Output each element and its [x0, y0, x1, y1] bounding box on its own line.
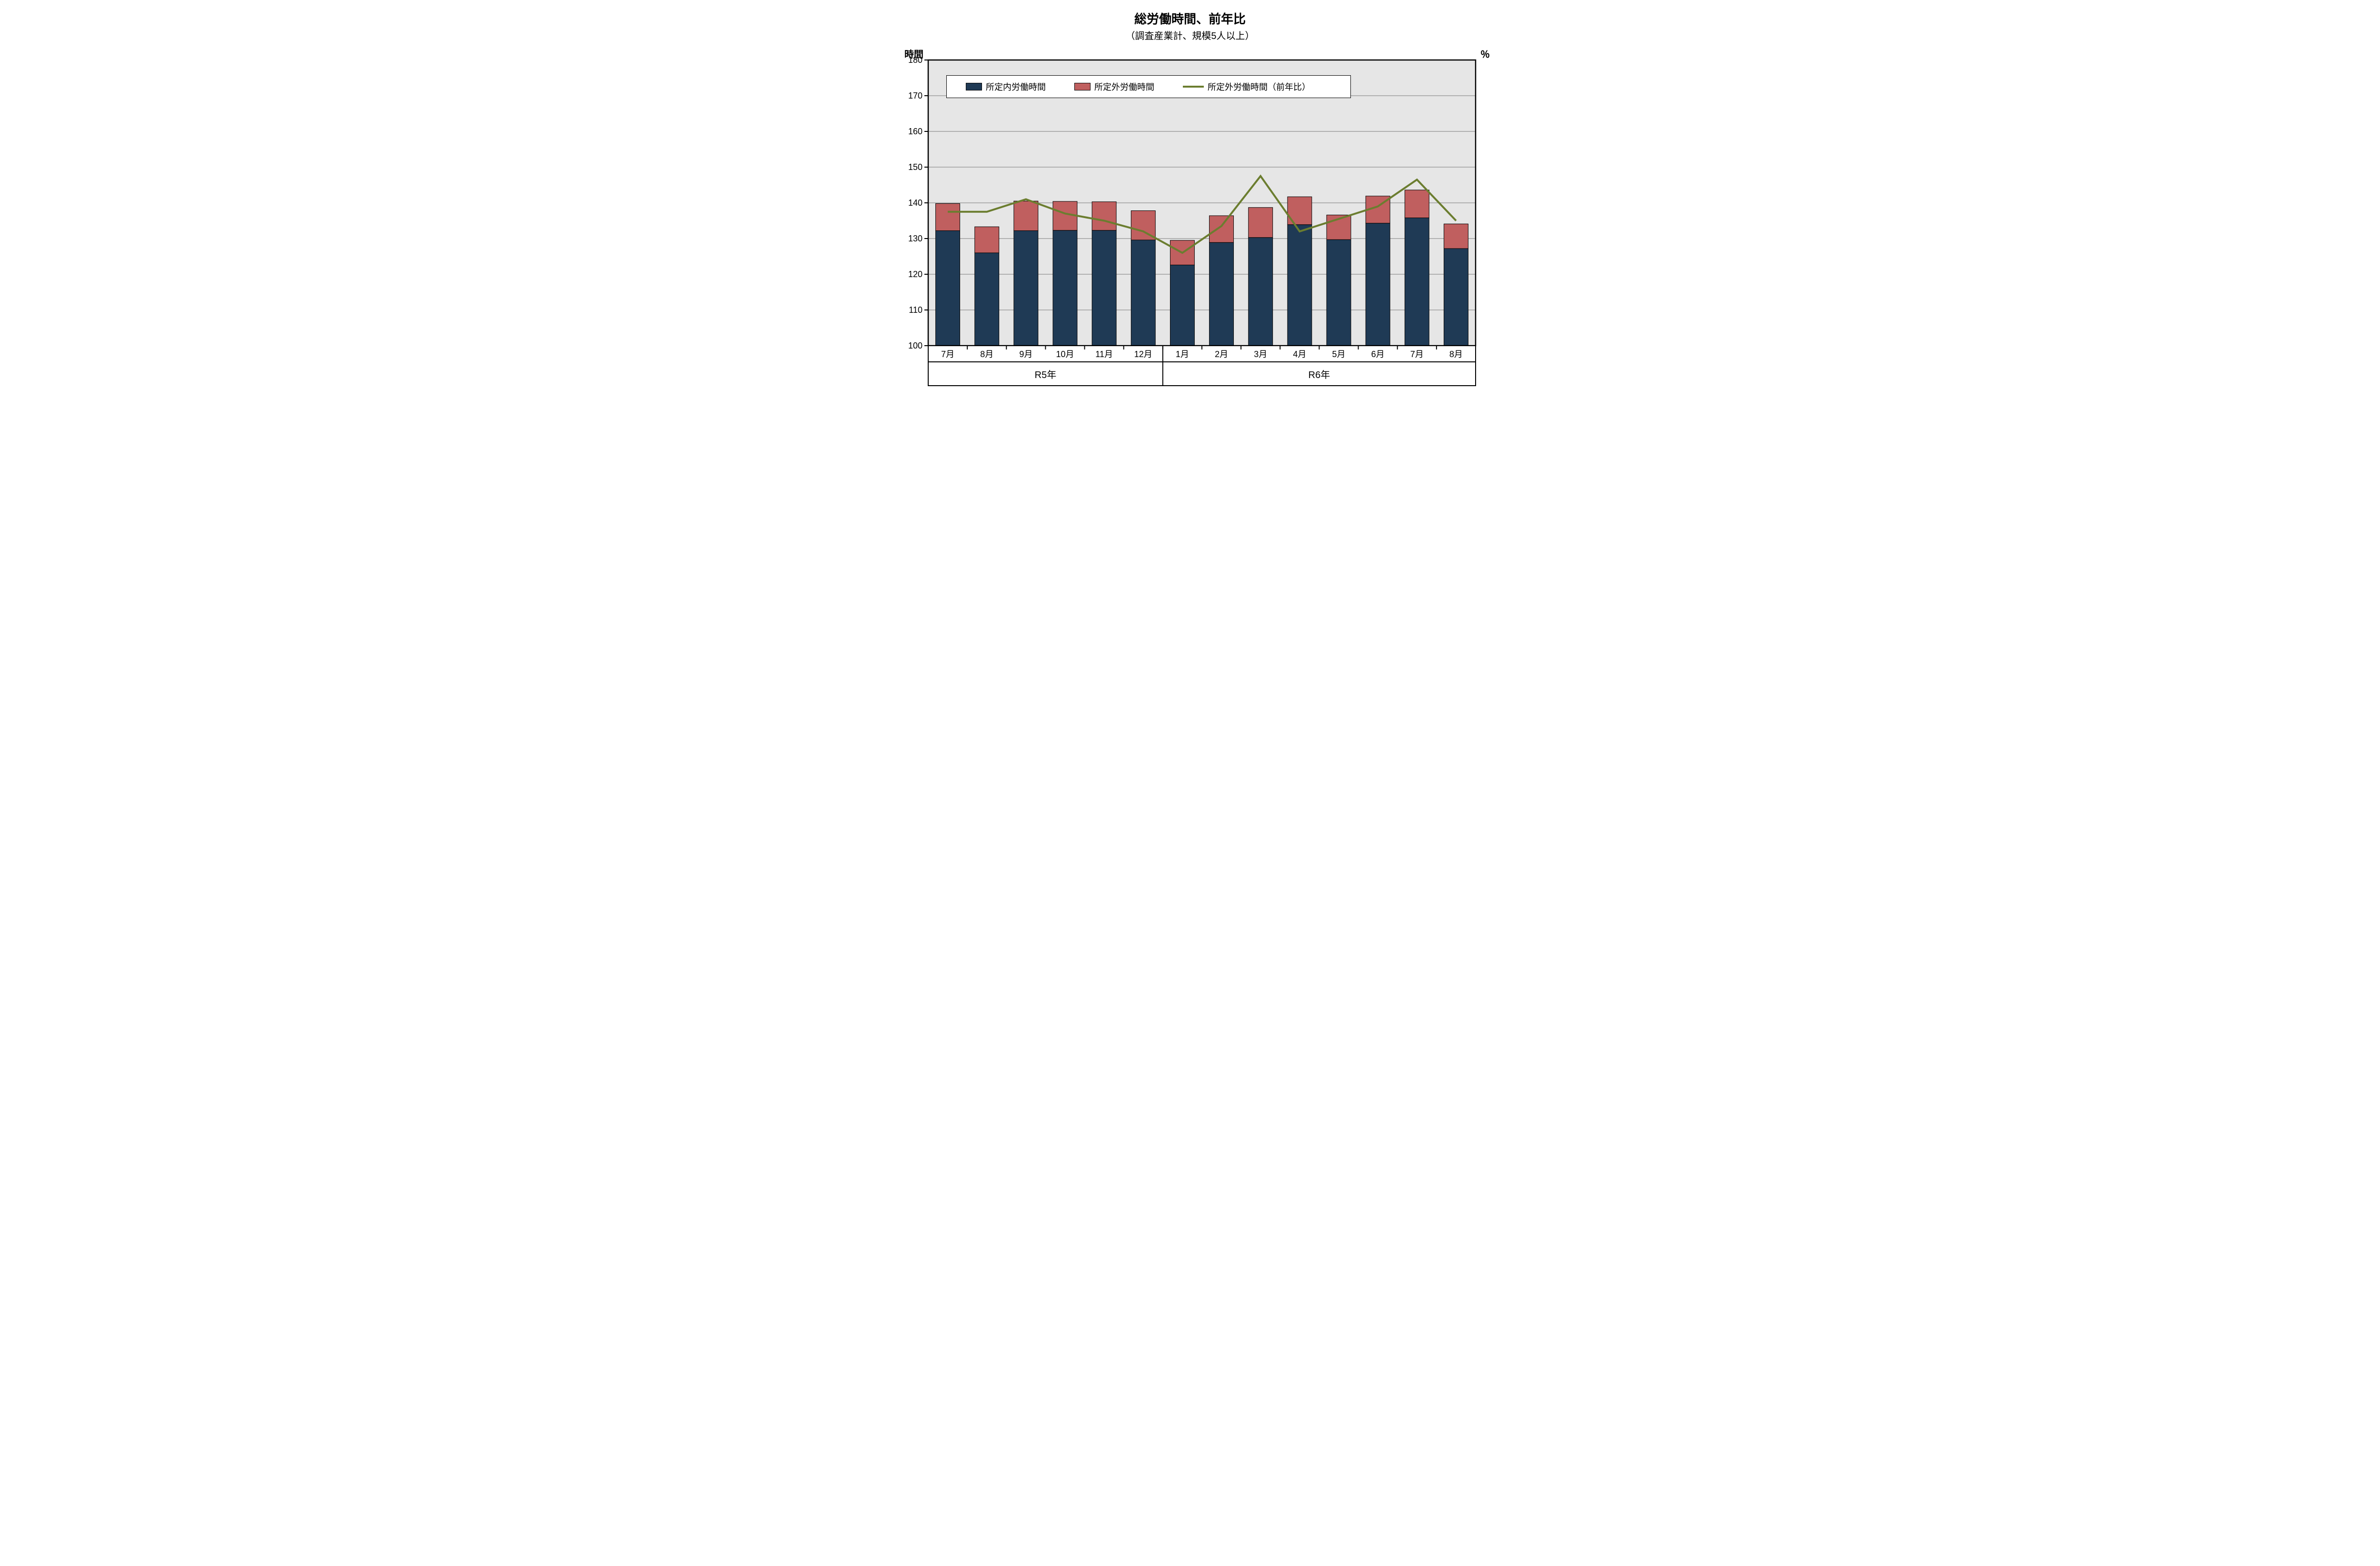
bar-series1	[1131, 240, 1155, 346]
y-tick-label: 130	[908, 234, 922, 243]
chart-svg: 1001101201301401501601701807月8月9月10月11月1…	[890, 50, 1490, 412]
y-tick-label: 100	[908, 341, 922, 350]
bar-series1	[1014, 231, 1038, 346]
bar-series2	[936, 204, 960, 231]
bar-series2	[975, 227, 999, 253]
legend-label-line: 所定外労働時間（前年比）	[1208, 80, 1310, 93]
x-tick-label: 5月	[1332, 349, 1345, 359]
legend-swatch-series1	[966, 83, 982, 90]
bar-series1	[1210, 242, 1234, 346]
legend-swatch-line	[1183, 86, 1204, 88]
bar-series1	[1444, 249, 1468, 346]
x-tick-label: 10月	[1056, 349, 1074, 359]
y-tick-label: 160	[908, 127, 922, 136]
x-tick-label: 4月	[1293, 349, 1306, 359]
x-axis-group-band	[928, 362, 1476, 386]
x-tick-label: 9月	[1019, 349, 1032, 359]
bar-series1	[975, 253, 999, 346]
x-tick-label: 8月	[1449, 349, 1463, 359]
x-group-label: R5年	[1035, 369, 1057, 380]
bar-series2	[1444, 224, 1468, 249]
bar-series1	[1405, 218, 1429, 346]
x-tick-label: 3月	[1254, 349, 1267, 359]
bar-series2	[1210, 216, 1234, 242]
bar-series2	[1249, 208, 1273, 238]
x-tick-label: 8月	[980, 349, 993, 359]
y-tick-label: 140	[908, 198, 922, 208]
legend: 所定内労働時間 所定外労働時間 所定外労働時間（前年比）	[946, 75, 1351, 98]
bar-series1	[1170, 265, 1194, 346]
bar-series1	[1092, 230, 1116, 346]
bar-series1	[1366, 223, 1390, 346]
legend-swatch-series2	[1074, 83, 1091, 90]
bar-series1	[1249, 238, 1273, 346]
chart-subtitle: （調査産業計、規模5人以上）	[866, 28, 1514, 42]
bar-series2	[1405, 190, 1429, 218]
bar-series1	[936, 231, 960, 346]
bar-series1	[1327, 239, 1351, 346]
chart-title: 総労働時間、前年比	[866, 10, 1514, 27]
legend-item-series1: 所定内労働時間	[966, 80, 1046, 93]
y-tick-label: 110	[909, 305, 922, 315]
chart-titles: 総労働時間、前年比 （調査産業計、規模5人以上）	[866, 10, 1514, 42]
bar-series1	[1288, 225, 1312, 346]
bar-series1	[1053, 230, 1077, 346]
chart: 時間 ％ 1001101201301401501601701807月8月9月10…	[890, 50, 1490, 412]
x-tick-label: 12月	[1134, 349, 1152, 359]
x-tick-label: 1月	[1176, 349, 1189, 359]
bar-series2	[1014, 201, 1038, 230]
page: 総労働時間、前年比 （調査産業計、規模5人以上） 時間 ％ 100 110 120 1…	[866, 0, 1514, 431]
legend-item-line: 所定外労働時間（前年比）	[1183, 80, 1310, 93]
bar-series2	[1092, 202, 1116, 230]
legend-label-series1: 所定内労働時間	[986, 80, 1046, 93]
x-tick-label: 2月	[1215, 349, 1228, 359]
x-tick-label: 7月	[1410, 349, 1424, 359]
y-axis-label-left: 時間	[904, 47, 923, 60]
y-tick-label: 120	[908, 269, 922, 279]
y-tick-label: 150	[908, 162, 922, 172]
legend-item-series2: 所定外労働時間	[1074, 80, 1154, 93]
x-tick-label: 11月	[1095, 349, 1113, 359]
x-tick-label: 6月	[1371, 349, 1385, 359]
x-tick-label: 7月	[941, 349, 954, 359]
y-axis-label-right: ％	[1480, 47, 1490, 60]
x-group-label: R6年	[1309, 369, 1330, 380]
legend-label-series2: 所定外労働時間	[1094, 80, 1154, 93]
y-tick-label: 170	[908, 91, 922, 100]
